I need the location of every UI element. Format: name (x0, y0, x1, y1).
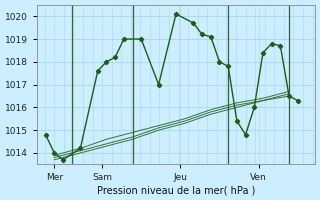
X-axis label: Pression niveau de la mer( hPa ): Pression niveau de la mer( hPa ) (97, 185, 255, 195)
